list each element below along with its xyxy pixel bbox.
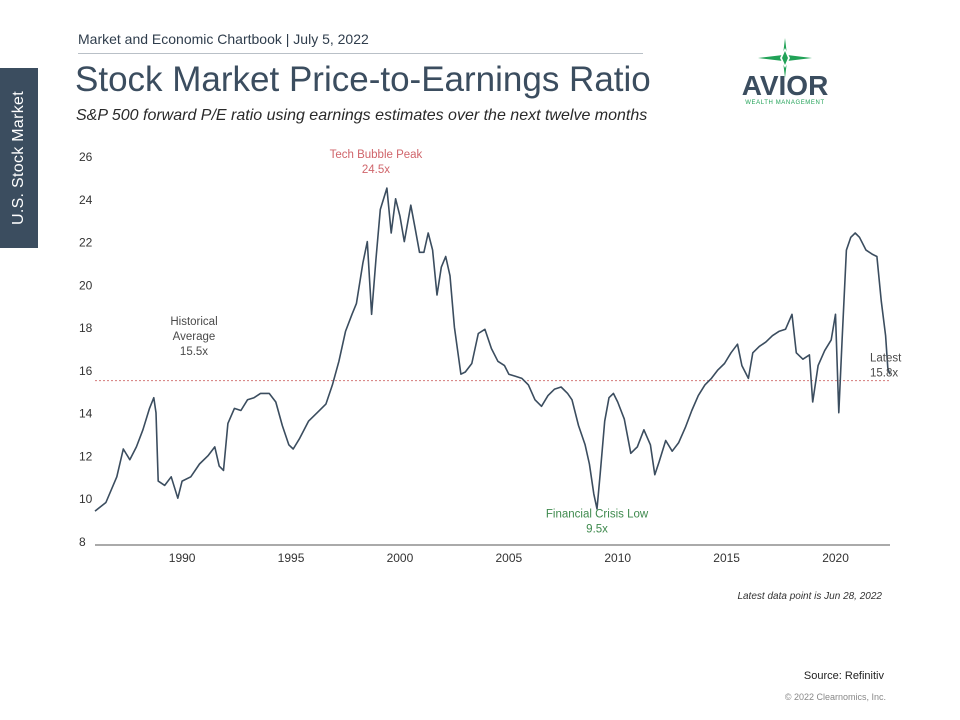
header-divider xyxy=(78,53,643,54)
y-tick-label: 12 xyxy=(79,449,93,463)
y-tick-label: 22 xyxy=(79,236,93,250)
latest-data-note: Latest data point is Jun 28, 2022 xyxy=(737,591,882,602)
brand-logo: AVIOR WEALTH MANAGEMENT xyxy=(730,36,840,108)
chart-annotation: Financial Crisis Low 9.5x xyxy=(546,508,649,535)
x-tick-label: 1995 xyxy=(278,551,305,565)
x-tick-label: 2010 xyxy=(604,551,631,565)
y-tick-label: 10 xyxy=(79,492,93,506)
annotations: Historical Average 15.5x Tech Bubble Peak 24… xyxy=(170,149,902,535)
x-axis-ticks: 1990 1995 2000 2005 2010 2015 2020 xyxy=(169,551,849,565)
logo-tagline: WEALTH MANAGEMENT xyxy=(745,100,825,106)
y-tick-label: 18 xyxy=(79,321,93,335)
chartbook-header: Market and Economic Chartbook | July 5, … xyxy=(78,31,369,47)
pe-series-line xyxy=(94,187,891,512)
star-icon xyxy=(758,38,812,78)
x-tick-label: 1990 xyxy=(169,551,196,565)
chart-annotation: Tech Bubble Peak 24.5x xyxy=(330,149,423,176)
series-group xyxy=(94,187,891,512)
chart-annotation: Historical Average 15.5x xyxy=(170,316,217,358)
x-tick-label: 2000 xyxy=(387,551,414,565)
page-title: Stock Market Price-to-Earnings Ratio xyxy=(75,60,651,99)
y-tick-label: 8 xyxy=(79,535,86,549)
page-subtitle: S&P 500 forward P/E ratio using earnings… xyxy=(76,107,648,124)
logo-wordmark: AVIOR xyxy=(741,70,829,101)
y-axis-ticks: 8 10 12 14 16 18 20 22 24 26 xyxy=(79,150,93,549)
y-tick-label: 24 xyxy=(79,193,93,207)
y-tick-label: 14 xyxy=(79,407,93,421)
y-tick-label: 20 xyxy=(79,278,93,292)
section-tab: U.S. Stock Market xyxy=(0,68,38,248)
x-tick-label: 2015 xyxy=(713,551,740,565)
x-tick-label: 2020 xyxy=(822,551,849,565)
copyright: © 2022 Clearnomics, Inc. xyxy=(784,692,886,702)
x-tick-label: 2005 xyxy=(495,551,522,565)
source-label: Source: Refinitiv xyxy=(803,670,884,682)
y-tick-label: 16 xyxy=(79,364,93,378)
y-tick-label: 26 xyxy=(79,150,93,164)
chart-annotation: Latest 15.8x xyxy=(870,352,902,379)
